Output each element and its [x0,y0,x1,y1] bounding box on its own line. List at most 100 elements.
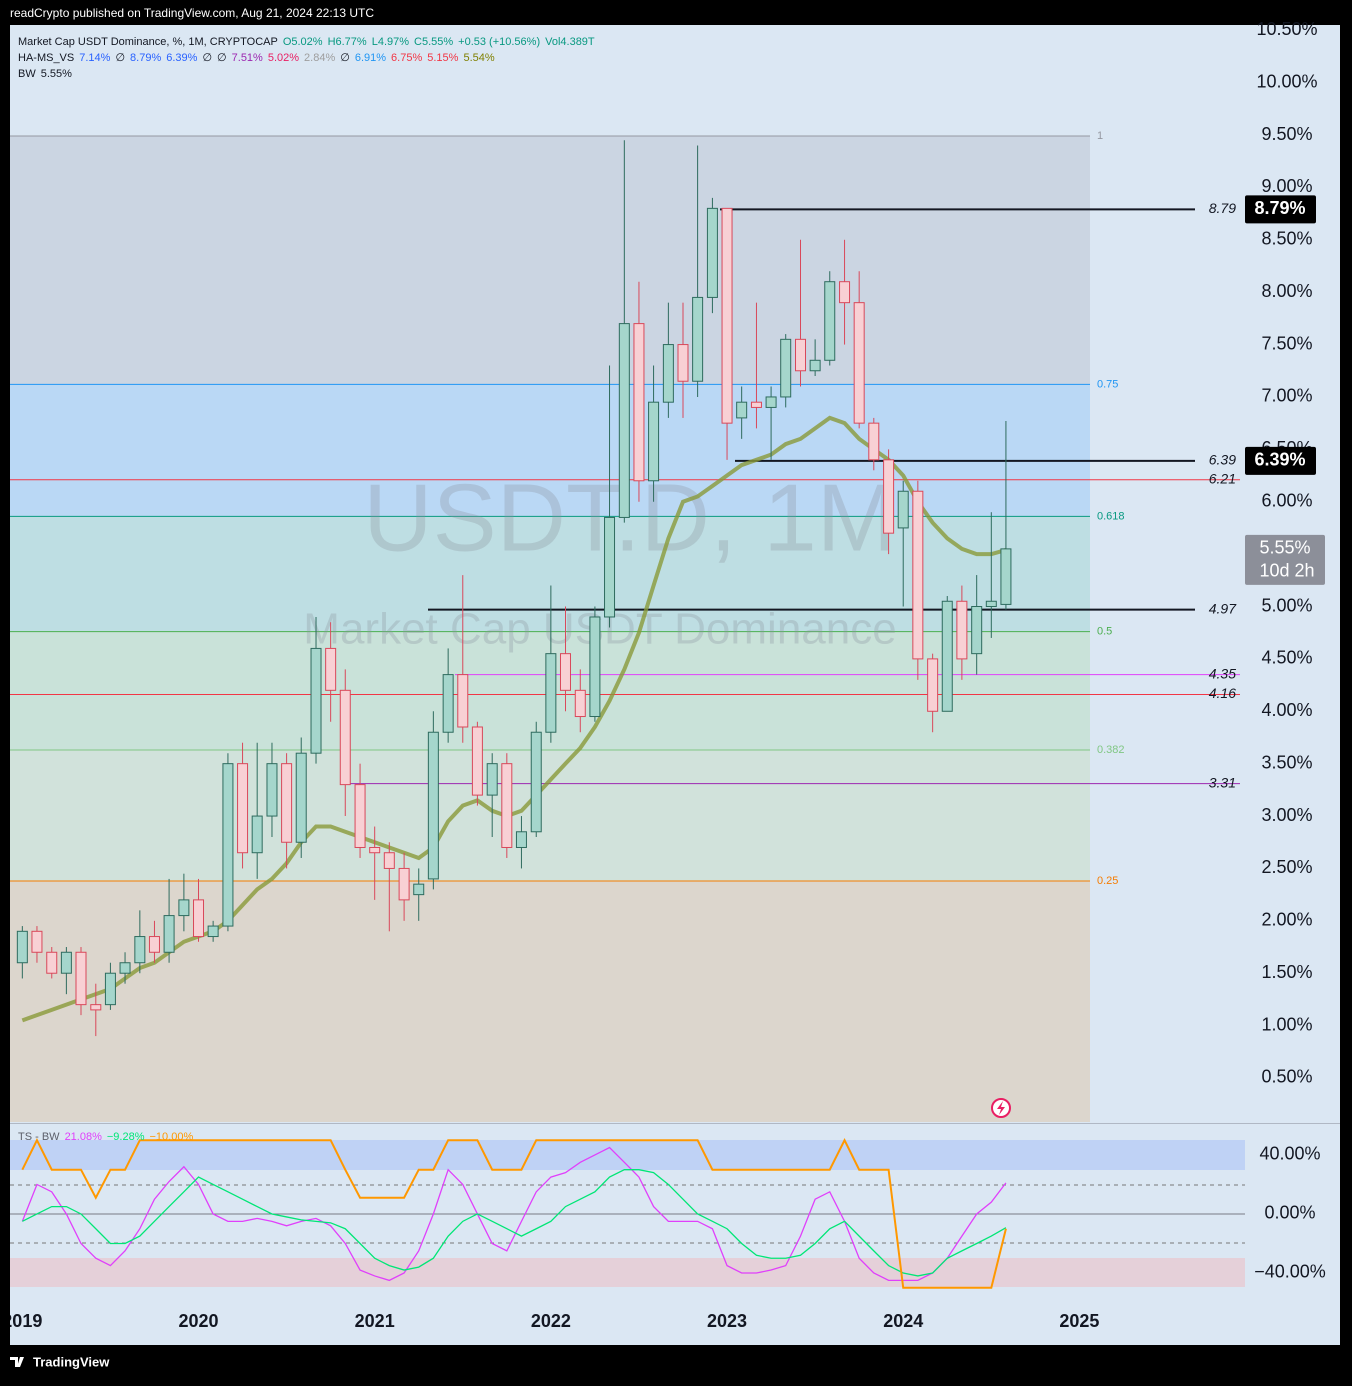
legend-item: 2.84% [304,52,335,64]
x-tick-label: 2023 [707,1311,747,1331]
fib-band [10,516,1090,632]
legend-item: 5.55% [41,68,72,80]
publish-header: readCrypto published on TradingView.com,… [10,6,374,20]
indicator-tick-label: 0.00% [1264,1203,1315,1223]
candle-body [501,763,513,848]
price-badge-label: 6.39% [1254,450,1305,470]
fib-label: 0.618 [1097,510,1125,522]
legend-item: ∅ [202,52,212,64]
legend-item: −10.00% [150,1131,194,1143]
candle-body [809,359,821,372]
candle-body [853,302,865,424]
y-tick-label: 9.00% [1261,176,1312,196]
candle-body [339,689,351,786]
legend-item: C5.55% [414,36,453,48]
candle-body [413,883,425,896]
level-label: 4.35 [1209,665,1236,681]
lower-band [10,1258,1245,1287]
candle-body [985,600,997,608]
candle-body [912,490,924,660]
level-label: 3.31 [1209,774,1236,790]
candle-body [442,674,454,733]
candle-body [574,689,586,718]
watermark: USDT.D, 1M [363,464,896,571]
candle-body [471,726,483,796]
candle-body [648,401,660,482]
y-tick-label: 3.00% [1261,805,1312,825]
candle-body [325,647,337,691]
y-tick-label: 1.00% [1261,1014,1312,1034]
indicator-line [21,1137,1007,1289]
footer-brand: TradingView [33,1354,110,1369]
x-tick-label: 2021 [355,1311,395,1331]
candle-body [281,763,293,843]
legend-item: 8.79% [130,52,161,64]
candle-body [16,930,28,964]
candle-body [956,600,968,660]
candle-body [119,962,131,974]
y-tick-label: 10.50% [1256,19,1317,39]
legend-item: Vol4.389T [545,36,595,48]
candle-body [692,296,704,382]
candle-body [897,490,909,529]
legend-item: ∅ [340,52,350,64]
candle-body [618,323,630,518]
legend-item: 21.08% [65,1131,103,1143]
legend-item: 5.15% [427,52,458,64]
fib-label: 0.382 [1097,744,1125,756]
level-label: 8.79 [1209,200,1236,216]
candle-body [677,344,689,382]
candle-body [780,338,792,398]
candle-body [266,763,278,817]
fib-band [10,384,1090,517]
x-tick-label: 2024 [883,1311,923,1331]
level-label: 6.39 [1209,452,1236,468]
fib-label: 0.5 [1097,626,1112,638]
candle-body [721,207,733,424]
legend-item: O5.02% [283,36,323,48]
candle-body [589,616,601,718]
candle-body [31,930,43,953]
candle-body [633,323,645,482]
candle-body [295,752,307,843]
legend-item: H6.77% [328,36,367,48]
moving-average [21,415,1007,1023]
y-tick-label: 8.00% [1261,281,1312,301]
y-tick-label: 0.50% [1261,1067,1312,1087]
x-tick-label: 2022 [531,1311,571,1331]
candle-body [559,653,571,691]
candle-body [310,647,322,754]
candle-body [765,396,777,408]
legend-item: 5.02% [268,52,299,64]
fib-label: 0.75 [1097,378,1118,390]
candle-body [104,972,116,1006]
y-tick-label: 10.00% [1256,71,1317,91]
candle-body [604,516,616,618]
candle-body [237,763,249,854]
level-label: 4.97 [1209,600,1237,616]
candle-body [795,338,807,372]
candle-body [383,852,395,869]
candle-body [427,731,439,880]
footer-logo [10,1357,24,1367]
y-tick-label: 6.00% [1261,490,1312,510]
candle-body [75,951,87,1006]
candle-body [193,899,205,938]
candle-body [207,925,219,938]
candle-body [736,401,748,419]
indicator-line [22,1169,1007,1277]
x-tick-label: 2025 [1059,1311,1099,1331]
candle-body [941,600,953,712]
candle-body [354,784,366,848]
candle-body [60,951,72,974]
candle-body [457,674,469,728]
level-label: 4.16 [1209,685,1236,701]
candle-body [222,763,234,927]
y-tick-label: 8.50% [1261,229,1312,249]
legend-item: ∅ [217,52,227,64]
legend-item: TS - BW [18,1131,60,1143]
y-tick-label: 5.00% [1261,595,1312,615]
indicator-line [21,1146,1007,1282]
